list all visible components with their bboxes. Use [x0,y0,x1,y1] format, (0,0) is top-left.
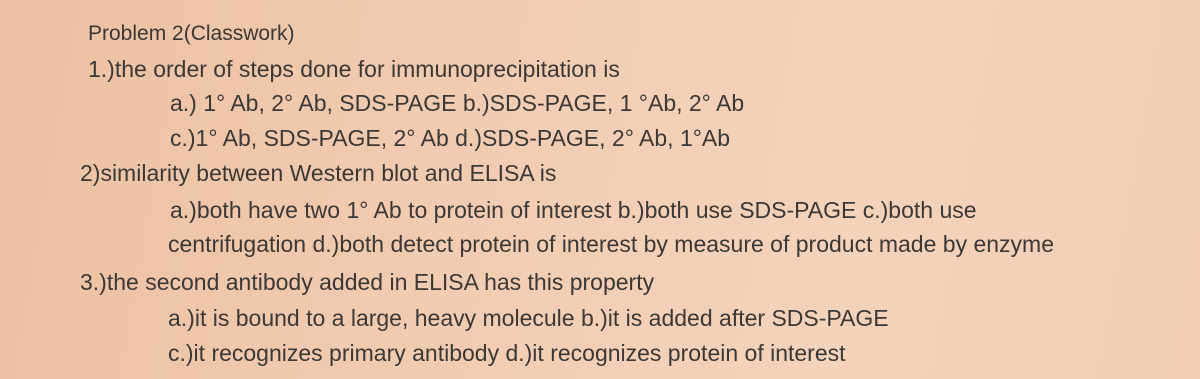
answer-line: a.)it is bound to a large, heavy molecul… [168,305,889,331]
title: Problem 2(Classwork) [88,22,295,45]
answer-line: a.) 1° Ab, 2° Ab, SDS-PAGE b.)SDS-PAGE, … [170,90,745,116]
answer-line: c.)1° Ab, SDS-PAGE, 2° Ab d.)SDS-PAGE, 2… [170,125,731,151]
answer-line: c.)it recognizes primary antibody d.)it … [168,340,846,366]
question-prompt: 3.)the second antibody added in ELISA ha… [80,269,655,295]
answer-line: centrifugation d.)both detect protein of… [168,231,1054,257]
answer-line: a.)both have two 1° Ab to protein of int… [170,197,977,223]
question-prompt: 1.)the order of steps done for immunopre… [88,56,620,82]
question-prompt: 2)similarity between Western blot and EL… [80,160,557,186]
